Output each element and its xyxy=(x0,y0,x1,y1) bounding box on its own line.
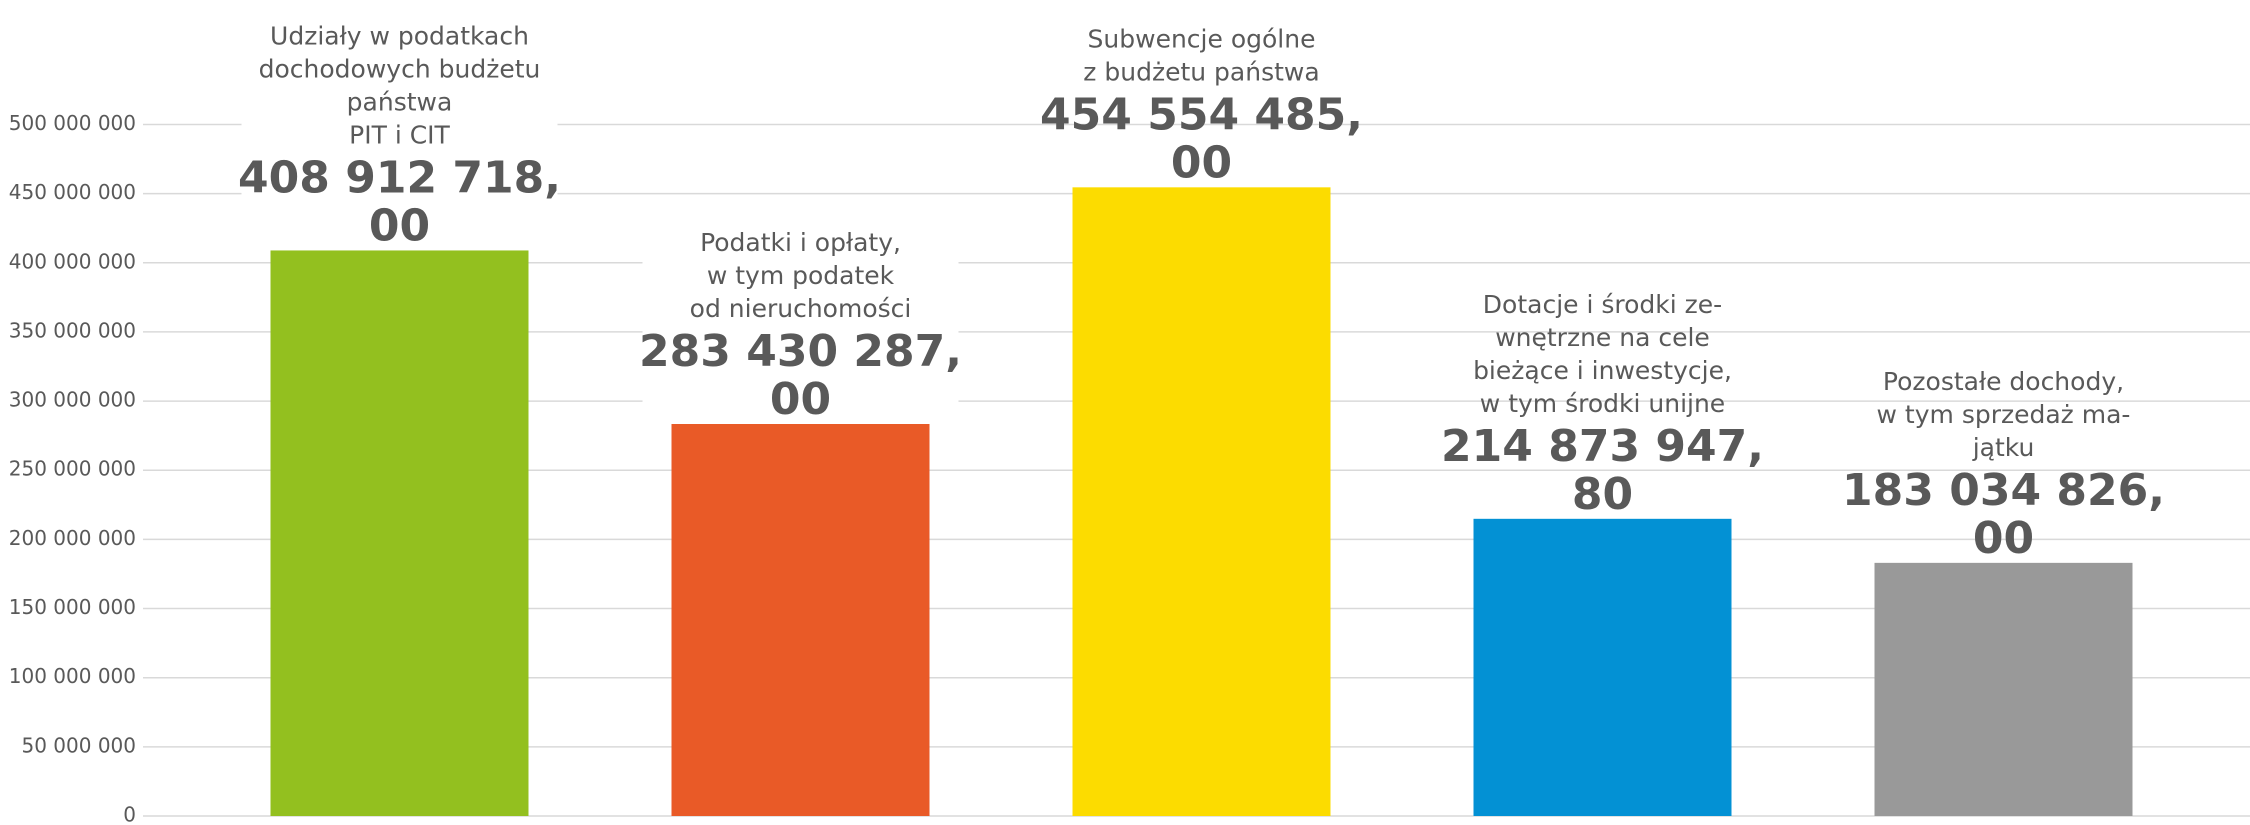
category-label: Dotacje i środki ze- xyxy=(1483,290,1722,319)
y-tick-label: 150 000 000 xyxy=(9,595,136,619)
y-tick-label: 350 000 000 xyxy=(9,318,136,342)
y-tick-label: 400 000 000 xyxy=(9,249,136,273)
bar xyxy=(271,250,529,816)
chart: 0 50 000 000 100 000 000 150 000 000 200 000… xyxy=(0,0,2250,825)
category-label: państwa xyxy=(347,87,453,116)
y-tick-label: 50 000 000 xyxy=(21,733,136,757)
category-label: od nieruchomości xyxy=(690,294,912,323)
page: 0 50 000 000 100 000 000 150 000 000 200 000… xyxy=(0,0,2250,825)
bar xyxy=(1073,187,1331,816)
category-label: Podatki i opłaty, xyxy=(700,228,901,257)
category-label: z budżetu państwa xyxy=(1083,57,1319,86)
category-label: wnętrzne na cele xyxy=(1495,323,1710,352)
value-label: 00 xyxy=(1171,137,1232,188)
bar xyxy=(1875,563,2133,816)
value-label: 454 554 485, xyxy=(1040,89,1363,140)
category-label: w tym podatek xyxy=(707,261,895,290)
category-label: Subwencje ogólne xyxy=(1088,24,1316,53)
category-label: PIT i CIT xyxy=(349,120,450,149)
category-label: Udziały w podatkach xyxy=(270,21,529,50)
value-label: 80 xyxy=(1572,469,1633,520)
value-label: 183 034 826, xyxy=(1842,465,2165,516)
category-label: w tym środki unijne xyxy=(1480,389,1725,418)
bar xyxy=(1474,519,1732,816)
y-tick-label: 500 000 000 xyxy=(9,111,136,135)
value-label: 00 xyxy=(770,374,831,425)
y-tick-label: 100 000 000 xyxy=(9,664,136,688)
value-label: 00 xyxy=(369,200,430,251)
value-label: 00 xyxy=(1973,513,2034,564)
value-label: 408 912 718, xyxy=(238,152,561,203)
y-tick-label: 450 000 000 xyxy=(9,180,136,204)
value-label: 283 430 287, xyxy=(639,326,962,377)
category-label: Pozostałe dochody, xyxy=(1883,367,2124,396)
y-tick-label: 250 000 000 xyxy=(9,457,136,481)
bar xyxy=(672,424,930,816)
category-label: dochodowych budżetu xyxy=(259,54,541,83)
category-label: jątku xyxy=(1972,433,2035,462)
y-tick-label: 0 xyxy=(123,803,136,825)
y-tick-label: 200 000 000 xyxy=(9,526,136,550)
category-label: bieżące i inwestycje, xyxy=(1473,356,1732,385)
value-label: 214 873 947, xyxy=(1441,421,1764,472)
y-tick-label: 300 000 000 xyxy=(9,388,136,412)
category-label: w tym sprzedaż ma- xyxy=(1877,400,2131,429)
